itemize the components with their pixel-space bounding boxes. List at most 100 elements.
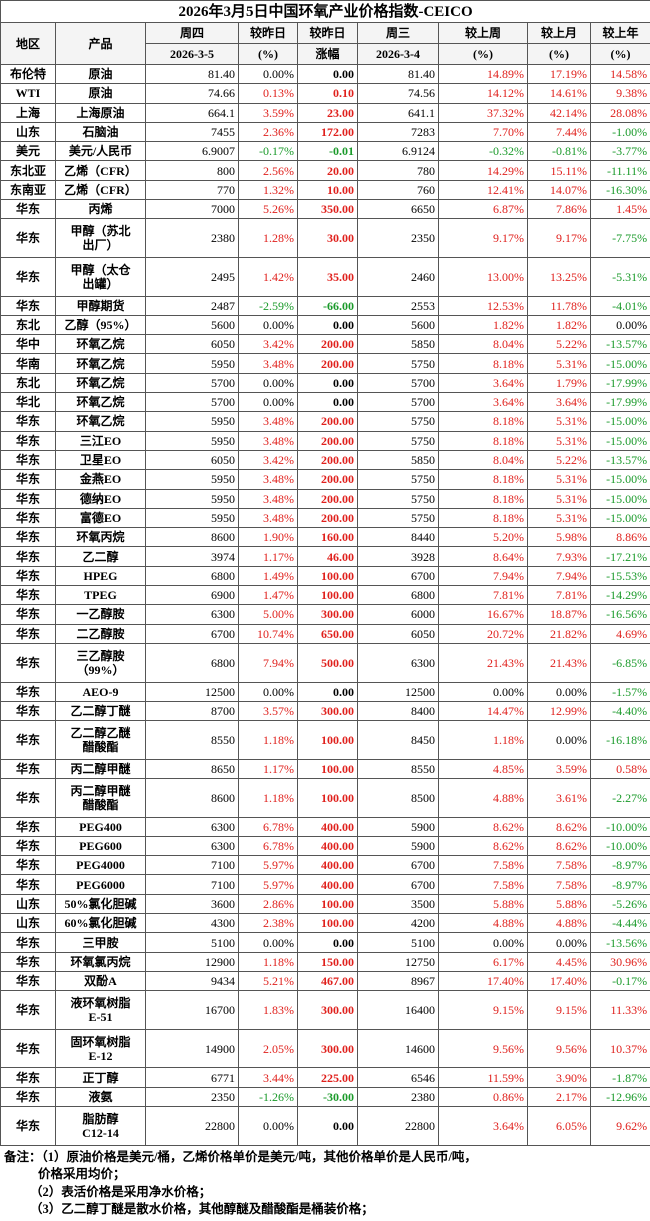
table-cell: -10.00%: [589, 816, 650, 837]
table-cell: 甲醇期货: [55, 295, 146, 316]
table-cell: 华东: [0, 681, 56, 702]
table-cell: 3.59%: [527, 758, 591, 779]
table-row: 山东 石脑油 7455 2.36% 172.00 7283 7.70% 7.44% -1.00%: [0, 121, 650, 143]
table-cell: 华东: [0, 256, 56, 297]
table-cell: 0.10: [297, 83, 358, 104]
table-cell: 环氧乙烷: [55, 353, 146, 374]
table-cell: 2.17%: [527, 1086, 591, 1108]
table-cell: 5.88%: [438, 893, 528, 915]
table-cell: 11.59%: [438, 1067, 528, 1088]
table-cell: 2380: [357, 1086, 439, 1108]
table-cell: -16.18%: [589, 720, 650, 760]
table-cell: 华东: [0, 623, 56, 644]
table-cell: -13.57%: [589, 334, 650, 355]
table-cell: 5750: [357, 353, 439, 374]
table-cell: 1.17%: [238, 758, 298, 779]
table-cell: -15.00%: [589, 411, 650, 432]
table-cell: 三甲胺: [55, 932, 146, 953]
table-cell: 400.00: [297, 855, 358, 876]
table-cell: 14.47%: [438, 700, 528, 722]
table-cell: 8.18%: [438, 488, 528, 509]
table-cell: 6700: [145, 623, 239, 644]
table-cell: 华东: [0, 990, 56, 1030]
table-cell: 5950: [145, 488, 239, 509]
table-cell: 14.07%: [527, 179, 591, 201]
table-cell: 环氧乙烷: [55, 392, 146, 413]
table-cell: 3.48%: [238, 353, 298, 374]
table-cell: 1.83%: [238, 990, 298, 1030]
table-cell: 华东: [0, 488, 56, 509]
table-cell: 7.81%: [438, 585, 528, 606]
table-cell: 华东: [0, 970, 56, 992]
table-cell: 10.37%: [589, 1028, 650, 1069]
table-cell: 华东: [0, 1106, 56, 1146]
table-row: 华东 丙烯 7000 5.26% 350.00 6650 6.87% 7.86% 1.45%: [0, 199, 650, 220]
table-cell: -1.57%: [589, 681, 650, 702]
table-cell: 华东: [0, 411, 56, 432]
table-cell: 华东: [0, 874, 56, 895]
table-row: 华东 甲醇期货 2487 -2.59% -66.00 2553 12.53% 11.78% -4…: [0, 295, 650, 316]
table-cell: 8.62%: [527, 835, 591, 857]
table-cell: 400.00: [297, 874, 358, 895]
table-cell: 9.62%: [589, 1106, 650, 1146]
table-cell: 2487: [145, 295, 239, 316]
table-cell: -2.59%: [238, 295, 298, 316]
table-cell: 1.28%: [238, 218, 298, 258]
table-cell: 5900: [357, 835, 439, 857]
table-cell: -4.40%: [589, 700, 650, 722]
table-cell: 6700: [357, 855, 439, 876]
table-cell: 丙二醇甲醚: [55, 758, 146, 779]
table-cell: PEG600: [55, 835, 146, 857]
table-cell: 350.00: [297, 199, 358, 220]
table-cell: 6.78%: [238, 816, 298, 837]
table-cell: 8550: [357, 758, 439, 779]
table-cell: 0.58%: [589, 758, 650, 779]
table-cell: 9.56%: [527, 1028, 591, 1069]
table-cell: 液环氧树脂 E-51: [55, 990, 146, 1030]
table-cell: 0.00%: [238, 63, 298, 85]
table-cell: 二乙醇胺: [55, 623, 146, 644]
table-cell: 华东: [0, 430, 56, 451]
table-cell: 华东: [0, 758, 56, 779]
table-cell: 100.00: [297, 893, 358, 915]
table-cell: 7283: [357, 121, 439, 143]
table-row: 东北亚 乙烯（CFR） 800 2.56% 20.00 780 14.29% 15.11% -1…: [0, 160, 650, 181]
table-cell: 300.00: [297, 990, 358, 1030]
note-line: （2）表活价格是采用净水价格；: [30, 1184, 212, 1199]
table-cell: -15.53%: [589, 565, 650, 587]
table-cell: 5750: [357, 469, 439, 490]
table-cell: 上海: [0, 102, 56, 123]
table-cell: WTI: [0, 83, 56, 104]
table-row: 华东 富德EO 5950 3.48% 200.00 5750 8.18% 5.31% -15.0…: [0, 507, 650, 529]
table-cell: 5750: [357, 411, 439, 432]
table-row: 华东 丙二醇甲醚 醋酸酯 8600 1.18% 100.00 8500 4.88% 3.61%…: [0, 777, 650, 818]
table-row: 华东 金燕EO 5950 3.48% 200.00 5750 8.18% 5.31% -15.0…: [0, 469, 650, 490]
table-cell: -12.96%: [589, 1086, 650, 1108]
table-cell: 5700: [145, 372, 239, 394]
table-row: 华东 PEG600 6300 6.78% 400.00 5900 8.62% 8.62% -10…: [0, 835, 650, 857]
table-row: 华东 二乙醇胺 6700 10.74% 650.00 6050 20.72% 21.82% 4.…: [0, 623, 650, 644]
table-cell: 0.00: [297, 314, 358, 336]
table-cell: 8.18%: [438, 469, 528, 490]
table-cell: 8.18%: [438, 353, 528, 374]
table-cell: 5900: [357, 816, 439, 837]
table-cell: 6300: [145, 816, 239, 837]
table-row: 华东 乙二醇 3974 1.17% 46.00 3928 8.64% 7.93% -17.21%: [0, 546, 650, 567]
table-cell: -13.56%: [589, 932, 650, 953]
table-cell: 30.96%: [589, 951, 650, 972]
table-cell: 5750: [357, 430, 439, 451]
table-cell: 4.85%: [438, 758, 528, 779]
table-row: 华东 双酚A 9434 5.21% 467.00 8967 17.40% 17.40% -0.1…: [0, 970, 650, 992]
table-cell: 布伦特: [0, 63, 56, 85]
table-cell: 14.58%: [589, 63, 650, 85]
table-cell: -15.00%: [589, 430, 650, 451]
note-line: 备注：（1）原油价格是美元/桶，乙烯价格单价是美元/吨，其他价格单价是人民币/吨…: [4, 1149, 477, 1164]
table-cell: 富德EO: [55, 507, 146, 529]
table-cell: -0.01: [297, 141, 358, 162]
table-cell: 5850: [357, 449, 439, 471]
table-header: 2026年3月5日中国环氧产业价格指数-CEICO 地区 产品 周四 较昨日 较昨日 周三…: [0, 0, 650, 65]
table-cell: -30.00: [297, 1086, 358, 1108]
table-cell: 12.99%: [527, 700, 591, 722]
table-cell: 5950: [145, 411, 239, 432]
table-cell: 环氧乙烷: [55, 334, 146, 355]
